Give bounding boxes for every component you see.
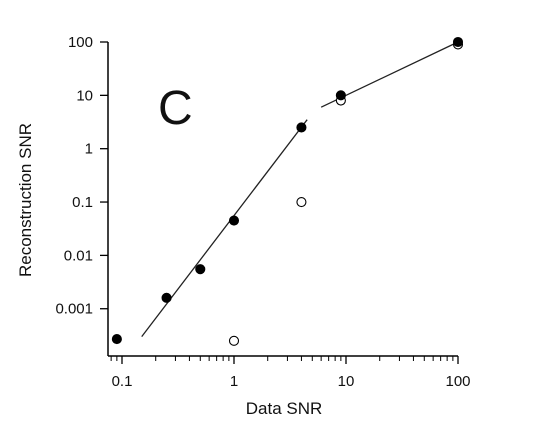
data-point-filled <box>452 36 464 48</box>
x-tick-label: 1 <box>230 373 238 390</box>
data-point-filled <box>296 122 307 133</box>
data-points <box>111 36 464 346</box>
y-tick-label: 10 <box>76 87 93 104</box>
data-point-filled <box>228 215 240 226</box>
x-tick-label: 0.1 <box>112 373 133 390</box>
x-tick-label: 100 <box>445 373 470 390</box>
y-tick-label: 100 <box>68 34 93 51</box>
panel-label: C <box>158 82 193 135</box>
x-tick-label: 10 <box>338 373 355 390</box>
data-point-filled <box>161 292 172 303</box>
y-tick-label: 0.01 <box>64 247 93 264</box>
data-point-filled <box>111 334 122 345</box>
y-axis-title: Reconstruction SNR <box>16 123 35 277</box>
x-axis-title: Data SNR <box>246 399 323 418</box>
axes: 0.1 1 10 100 0.001 0.01 0.1 1 10 100 <box>55 34 470 390</box>
data-point-filled <box>335 90 346 101</box>
y-tick-label: 1 <box>85 141 93 158</box>
data-point-filled <box>195 264 206 275</box>
y-tick-label: 0.001 <box>55 301 93 318</box>
fit-line <box>141 119 308 338</box>
data-point-open <box>228 335 240 346</box>
y-tick-label: 0.1 <box>72 194 93 211</box>
data-point-open <box>296 196 307 208</box>
